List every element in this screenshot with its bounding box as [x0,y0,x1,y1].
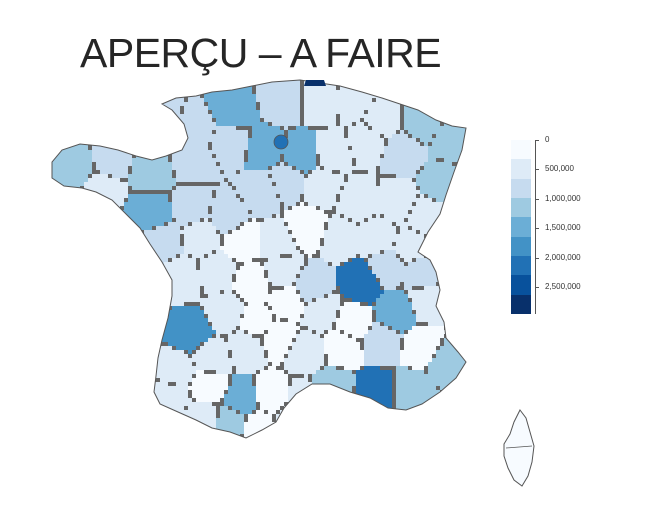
legend-axis [535,140,536,314]
legend-swatch [511,198,531,218]
legend-swatch [511,217,531,238]
legend-tick [535,169,539,171]
paris-marker [273,134,289,150]
department-cells [52,80,466,438]
legend-swatch [511,236,531,257]
legend-tick [535,287,539,289]
legend-tick [535,228,539,230]
legend-tick-label: 2,500,000 [545,282,581,292]
legend-tick-label: 1,000,000 [545,193,581,203]
legend-swatch [511,140,531,160]
legend-tick-label: 500,000 [545,164,574,174]
page-title: APERÇU – A FAIRE [80,30,442,76]
corsica-region [503,409,535,487]
legend-tick [535,140,539,141]
legend-swatch [511,256,531,276]
legend-swatch [511,294,531,315]
corsica-divider [505,445,533,449]
legend-swatch [511,275,531,296]
legend-tick-label: 0 [545,135,550,144]
legend-swatch [511,159,531,180]
legend-tick-label: 2,000,000 [545,252,581,262]
legend-tick [535,198,539,200]
top-edge-marker [304,80,326,86]
legend-swatch [511,178,531,199]
legend-tick [535,257,539,259]
color-legend: 0 500,000 1,000,000 1,500,000 2,000,000 2,500… [511,135,621,323]
legend-tick-label: 1,500,000 [545,223,581,233]
